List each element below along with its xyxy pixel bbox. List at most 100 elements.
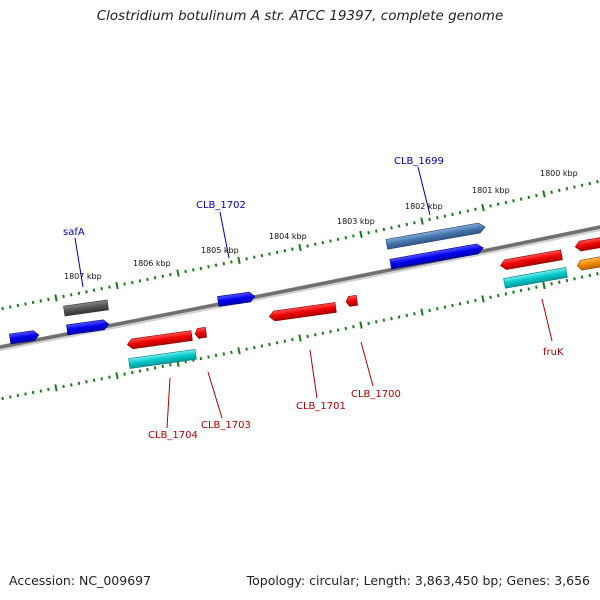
upper-tick-track (1, 180, 599, 311)
lower-track-minor-tick (321, 331, 325, 335)
map-title: Clostridium botulinum A str. ATCC 19397,… (96, 8, 504, 24)
accession-text: Accession: NC_009697 (9, 573, 152, 588)
upper-track-minor-tick (47, 297, 50, 302)
rna-fruK[interactable] (503, 267, 568, 289)
lower-track-minor-tick (16, 393, 20, 398)
upper-track-minor-tick (352, 234, 355, 238)
upper-track-major-tick (420, 217, 424, 225)
gene-grey-safA[interactable] (63, 299, 109, 317)
cds-clb-1701[interactable] (268, 302, 337, 322)
kbp-label-1804: 1804 kbp (269, 232, 307, 241)
lower-track-minor-tick (314, 333, 317, 337)
upper-track-minor-tick (108, 285, 111, 289)
upper-track-minor-tick (260, 253, 264, 258)
lower-track-minor-tick (146, 367, 149, 372)
upper-track-minor-tick (9, 305, 12, 309)
lower-track-minor-tick (131, 370, 134, 375)
upper-track-major-tick (542, 190, 546, 198)
cds-clb-1699[interactable] (389, 243, 484, 270)
cds-safA[interactable] (66, 319, 110, 336)
upper-track-minor-tick (161, 274, 165, 278)
lower-track-minor-tick (253, 345, 256, 350)
upper-track-minor-tick (291, 247, 294, 251)
lower-track-minor-tick (344, 326, 348, 331)
upper-track-minor-tick (314, 242, 317, 246)
upper-track-minor-tick (146, 277, 149, 282)
lower-track-minor-tick (451, 303, 454, 308)
gene-label-clb-1702: CLB_1702 (196, 200, 246, 211)
rna-clb-1704[interactable] (128, 348, 197, 369)
upper-track-minor-tick (535, 193, 538, 198)
upper-track-minor-tick (321, 240, 325, 245)
upper-track-minor-tick (62, 294, 65, 299)
cds-clb-1703[interactable] (194, 327, 207, 339)
lower-track-minor-tick (85, 380, 88, 384)
upper-track-minor-tick (199, 266, 203, 271)
lower-track-minor-tick (9, 395, 12, 399)
lower-track-minor-tick (557, 280, 561, 284)
cds-clb-1704[interactable] (126, 330, 193, 350)
cds-clb-1700[interactable] (345, 295, 358, 307)
upper-track-minor-tick (283, 249, 287, 253)
lower-track-minor-tick (222, 352, 226, 356)
forward-features (9, 222, 486, 345)
upper-track-minor-tick (436, 216, 439, 220)
lower-track-minor-tick (535, 285, 538, 289)
upper-track-major-tick (298, 243, 302, 252)
lower-track-minor-tick (565, 278, 569, 283)
lower-track-minor-tick (199, 356, 203, 361)
upper-track-major-tick (176, 269, 180, 277)
lower-track-minor-tick (1, 396, 4, 401)
lower-track-minor-tick (245, 347, 248, 351)
gene-label-clb-1703: CLB_1703 (201, 420, 251, 431)
cds-right-edge-red[interactable] (574, 236, 600, 252)
lower-track-minor-tick (436, 307, 439, 311)
lower-track-major-tick (420, 308, 424, 316)
lower-track-minor-tick (336, 328, 340, 332)
lower-track-minor-tick (31, 390, 35, 395)
upper-track-minor-tick (367, 231, 370, 235)
upper-track-minor-tick (329, 239, 332, 243)
gene-labels[interactable]: safA CLB_1702 CLB_1699 CLB_1704 CLB_1703… (63, 156, 564, 441)
kbp-label-1802: 1802 kbp (405, 202, 443, 211)
upper-track-minor-tick (375, 229, 378, 233)
leader-lines (74, 166, 553, 429)
cds-left-edge[interactable] (9, 330, 40, 345)
kbp-label-1807: 1807 kbp (64, 272, 102, 281)
lower-track-minor-tick (443, 305, 447, 309)
upper-track-minor-tick (16, 303, 20, 308)
lower-track-minor-tick (519, 288, 523, 293)
gene-steel-clb-1699[interactable] (385, 222, 486, 250)
lower-track-minor-tick (62, 384, 65, 389)
upper-track-minor-tick (1, 306, 4, 311)
lower-track-minor-tick (458, 302, 462, 306)
cds-clb-1702[interactable] (217, 291, 256, 307)
upper-track-minor-tick (443, 214, 447, 218)
upper-track-minor-tick (474, 207, 477, 211)
upper-track-minor-tick (207, 265, 210, 269)
lower-track-major-tick (359, 321, 363, 329)
lower-track-minor-tick (550, 282, 553, 286)
upper-track-minor-tick (573, 185, 576, 189)
upper-track-minor-tick (70, 293, 73, 297)
upper-track-minor-tick (138, 279, 142, 283)
cds-fruK[interactable] (500, 249, 563, 271)
lower-track-minor-tick (588, 273, 592, 278)
lower-track-minor-tick (466, 300, 470, 304)
upper-track-minor-tick (192, 268, 195, 272)
gene-orange-right-edge[interactable] (576, 255, 600, 271)
upper-track-minor-tick (184, 269, 187, 274)
gene-label-clb-1699: CLB_1699 (394, 156, 444, 167)
lower-track-minor-tick (428, 308, 431, 313)
upper-track-minor-tick (100, 287, 103, 291)
upper-track-major-tick (237, 256, 241, 265)
kbp-label-1806: 1806 kbp (133, 259, 171, 268)
lower-track-minor-tick (268, 342, 271, 347)
lower-track-minor-tick (367, 321, 370, 326)
lower-track-major-tick (542, 281, 546, 290)
lower-track-minor-tick (275, 341, 279, 345)
upper-track-minor-tick (39, 299, 43, 303)
upper-track-minor-tick (390, 226, 393, 230)
genome-stats-text: Topology: circular; Length: 3,863,450 bp… (246, 573, 590, 588)
